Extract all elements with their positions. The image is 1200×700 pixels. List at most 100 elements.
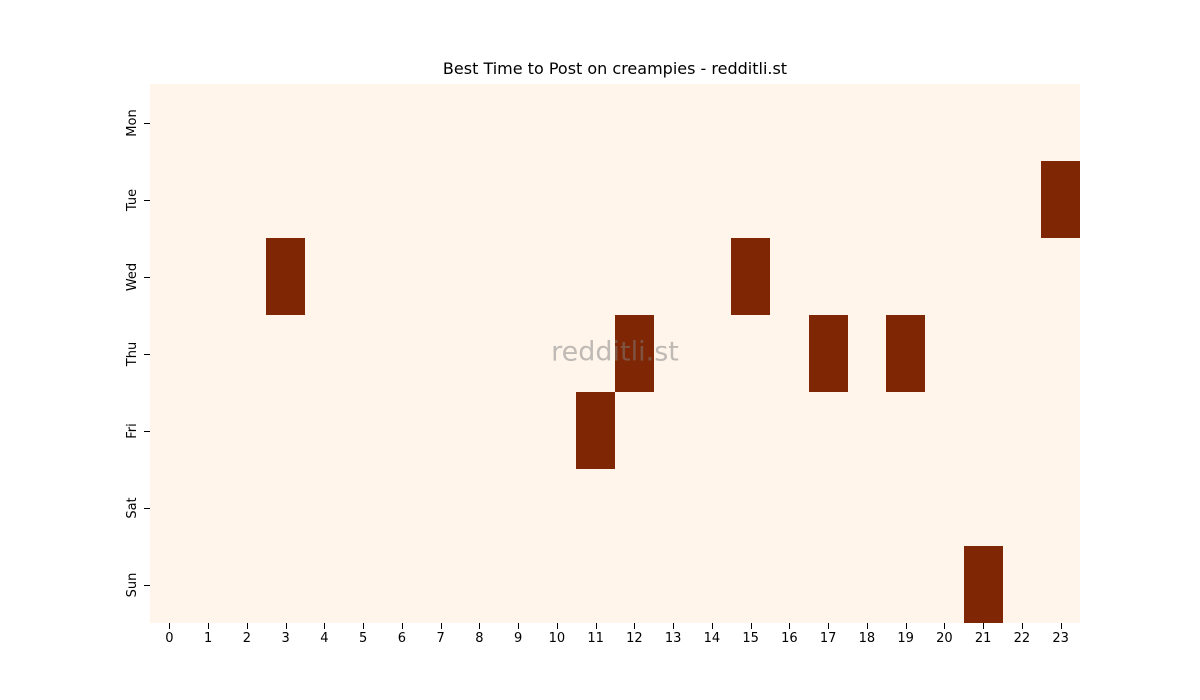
heatmap-cell bbox=[731, 392, 770, 469]
heatmap-cell bbox=[808, 392, 848, 469]
x-tick-label: 10 bbox=[548, 631, 566, 646]
y-tick bbox=[144, 585, 150, 586]
heatmap-cell bbox=[227, 238, 267, 315]
heatmap-cell bbox=[460, 315, 499, 392]
heatmap-cell bbox=[305, 546, 344, 623]
heatmap-cell bbox=[925, 238, 964, 315]
heatmap-cell bbox=[692, 84, 732, 161]
x-tick-label: 7 bbox=[436, 631, 445, 646]
x-tick-label: 0 bbox=[165, 631, 174, 646]
heatmap-cell bbox=[808, 161, 848, 238]
heatmap-cell bbox=[1002, 161, 1042, 238]
heatmap-cell bbox=[925, 392, 964, 469]
x-tick bbox=[673, 623, 674, 629]
heatmap-cell bbox=[615, 546, 654, 623]
heatmap-cell bbox=[460, 392, 499, 469]
heatmap-cell bbox=[537, 161, 577, 238]
heatmap-cell bbox=[847, 161, 887, 238]
heatmap-cell bbox=[421, 84, 460, 161]
heatmap-cell bbox=[343, 161, 383, 238]
x-tick-label: 13 bbox=[664, 631, 682, 646]
heatmap-cell bbox=[770, 392, 809, 469]
x-tick bbox=[247, 623, 248, 629]
x-tick bbox=[557, 623, 558, 629]
heatmap-cell bbox=[963, 546, 1003, 623]
heatmap-cell bbox=[305, 161, 344, 238]
heatmap-cell bbox=[188, 84, 228, 161]
heatmap-cell bbox=[150, 161, 189, 238]
heatmap-cell bbox=[847, 546, 887, 623]
x-tick bbox=[286, 623, 287, 629]
x-tick-label: 16 bbox=[781, 631, 798, 646]
heatmap-cell bbox=[188, 315, 228, 392]
x-tick-label: 23 bbox=[1052, 631, 1069, 646]
heatmap-cell bbox=[343, 84, 383, 161]
heatmap-cell bbox=[382, 315, 422, 392]
heatmap-cell bbox=[731, 315, 770, 392]
heatmap-cell bbox=[421, 161, 460, 238]
heatmap-cell bbox=[731, 84, 770, 161]
y-tick-label: Tue bbox=[125, 188, 140, 211]
heatmap-cell bbox=[886, 84, 925, 161]
y-tick-label: Wed bbox=[125, 262, 140, 291]
heatmap-cell bbox=[808, 238, 848, 315]
heatmap-cell bbox=[421, 546, 460, 623]
heatmap-cell bbox=[382, 392, 422, 469]
heatmap-cell bbox=[498, 469, 538, 546]
heatmap-cell bbox=[150, 238, 189, 315]
y-tick bbox=[144, 123, 150, 124]
heatmap-cell bbox=[576, 392, 615, 469]
heatmap-cell bbox=[1002, 469, 1042, 546]
heatmap-cell bbox=[770, 161, 809, 238]
x-tick bbox=[518, 623, 519, 629]
x-tick bbox=[208, 623, 209, 629]
heatmap-cell bbox=[305, 469, 344, 546]
y-tick bbox=[144, 354, 150, 355]
heatmap-cell bbox=[653, 238, 693, 315]
heatmap-cell bbox=[692, 315, 732, 392]
heatmap-cell bbox=[266, 392, 305, 469]
heatmap-cell bbox=[576, 84, 615, 161]
x-tick-label: 14 bbox=[703, 631, 721, 646]
heatmap-cell bbox=[808, 546, 848, 623]
heatmap-cell bbox=[963, 315, 1003, 392]
x-tick bbox=[596, 623, 597, 629]
heatmap-cell bbox=[1041, 161, 1080, 238]
heatmap-cell bbox=[498, 238, 538, 315]
heatmap-cell bbox=[576, 315, 615, 392]
heatmap-cell bbox=[1041, 469, 1080, 546]
x-tick-label: 11 bbox=[587, 631, 604, 646]
heatmap-cell bbox=[886, 392, 925, 469]
y-tick bbox=[144, 431, 150, 432]
heatmap-cell bbox=[382, 469, 422, 546]
y-tick-label: Mon bbox=[125, 108, 140, 137]
heatmap-cell bbox=[925, 315, 964, 392]
heatmap-cell bbox=[615, 392, 654, 469]
heatmap-cell bbox=[1002, 238, 1042, 315]
heatmap-cell bbox=[615, 315, 654, 392]
heatmap-cell bbox=[925, 161, 964, 238]
heatmap-cell bbox=[615, 161, 654, 238]
heatmap-cell bbox=[227, 161, 267, 238]
x-tick-label: 8 bbox=[475, 631, 484, 646]
heatmap-cell bbox=[266, 315, 305, 392]
heatmap-cell bbox=[1041, 392, 1080, 469]
x-tick bbox=[324, 623, 325, 629]
heatmap-cell bbox=[343, 238, 383, 315]
heatmap-cell bbox=[305, 84, 344, 161]
heatmap-cell bbox=[963, 392, 1003, 469]
y-tick bbox=[144, 277, 150, 278]
heatmap-cell bbox=[770, 315, 809, 392]
heatmap-cell bbox=[770, 84, 809, 161]
heatmap-cell bbox=[925, 546, 964, 623]
heatmap-cell bbox=[266, 238, 305, 315]
heatmap-cell bbox=[731, 546, 770, 623]
y-tick-label: Fri bbox=[125, 422, 140, 439]
heatmap-cell bbox=[537, 238, 577, 315]
heatmap-cell bbox=[615, 238, 654, 315]
heatmap-cell bbox=[692, 546, 732, 623]
heatmap-cell bbox=[537, 392, 577, 469]
heatmap-cell bbox=[382, 161, 422, 238]
heatmap-cell bbox=[498, 84, 538, 161]
heatmap-cell bbox=[576, 546, 615, 623]
